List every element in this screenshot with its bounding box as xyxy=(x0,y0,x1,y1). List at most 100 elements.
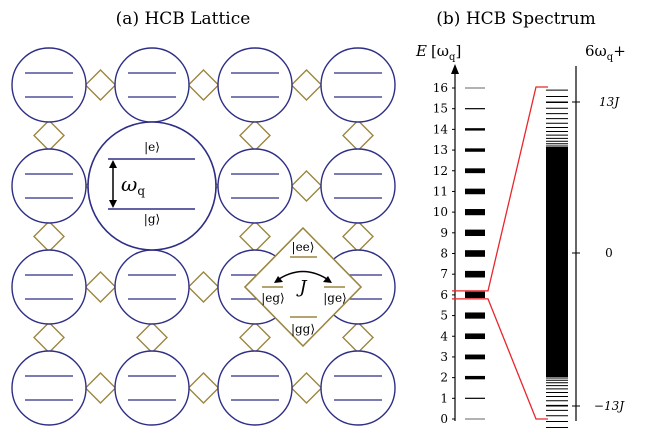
energy-band xyxy=(465,291,485,299)
coupler xyxy=(342,119,374,152)
zoom-line-top xyxy=(452,86,548,292)
site xyxy=(114,47,190,123)
energy-band xyxy=(465,375,485,380)
tick-label: 14 xyxy=(433,122,449,136)
zoom-axis-label: 6ωq+ xyxy=(585,42,626,63)
coupler xyxy=(33,119,65,152)
coupler xyxy=(84,69,117,101)
arrow-down-icon xyxy=(109,200,117,208)
energy-band xyxy=(465,270,485,278)
energy-band xyxy=(465,209,485,216)
tick-label: 2 xyxy=(440,371,448,385)
coupling-label: J xyxy=(295,277,308,298)
hcb-lattice xyxy=(11,47,396,426)
coupler xyxy=(33,220,65,253)
site xyxy=(320,350,396,426)
coupler xyxy=(342,220,374,253)
energy-band xyxy=(465,128,485,131)
ground-state-label: |g⟩ xyxy=(144,212,160,226)
magnified-site: |e⟩ |g⟩ ωq xyxy=(87,121,217,251)
coupler xyxy=(33,321,65,354)
tick-label: 10 xyxy=(433,205,448,219)
coupler xyxy=(187,271,220,303)
magnified-site-circle xyxy=(87,121,217,251)
tick-label: 16 xyxy=(433,81,448,95)
state-ge-label: |ge⟩ xyxy=(323,291,347,305)
arrow-right-icon xyxy=(323,276,332,283)
energy-band xyxy=(465,333,485,340)
tick-label: 11 xyxy=(433,184,448,198)
energy-band xyxy=(465,354,485,360)
tick-label: 3 xyxy=(440,350,448,364)
axis-arrow-icon xyxy=(451,64,459,74)
panel-b-title: (b) HCB Spectrum xyxy=(436,9,595,29)
coupler xyxy=(290,372,323,404)
magnified-coupler: |ee⟩ |eg⟩ |ge⟩ |gg⟩ J xyxy=(243,226,363,348)
energy-band xyxy=(465,108,485,110)
tick-label: 1 xyxy=(440,391,448,405)
coupler xyxy=(136,321,168,354)
site xyxy=(320,148,396,224)
energy-band xyxy=(465,229,485,237)
site xyxy=(11,47,87,123)
tick-label: 6 xyxy=(440,288,448,302)
coupler xyxy=(187,69,220,101)
site xyxy=(217,47,293,123)
coupler xyxy=(290,170,323,202)
energy-band xyxy=(465,168,485,174)
energy-bands xyxy=(465,87,485,420)
zoom-line-bottom xyxy=(452,298,548,420)
arrow-up-icon xyxy=(109,160,117,168)
arrow-left-icon xyxy=(274,276,283,283)
tick-label: 7 xyxy=(440,267,448,281)
zoom-tick-label: 0 xyxy=(605,246,613,260)
zoomed-band xyxy=(452,86,568,428)
coupler xyxy=(239,119,271,152)
state-eg-label: |eg⟩ xyxy=(261,291,285,305)
omega-q-label: ωq xyxy=(121,172,145,198)
energy-band xyxy=(465,250,485,257)
tick-label: 15 xyxy=(433,102,448,116)
coupler xyxy=(187,372,220,404)
coupler xyxy=(342,321,374,354)
zoom-tick-label: −13J xyxy=(594,399,625,413)
site xyxy=(11,148,87,224)
coupler xyxy=(239,321,271,354)
energy-axis-label: E [ωq] xyxy=(415,42,461,63)
tick-label: 12 xyxy=(433,164,448,178)
coupler xyxy=(239,220,271,253)
tick-label: 0 xyxy=(440,412,448,426)
site xyxy=(217,148,293,224)
coupler-diamond xyxy=(243,226,363,348)
excited-state-label: |e⟩ xyxy=(144,140,160,154)
tick-label: 13 xyxy=(433,143,448,157)
energy-band xyxy=(465,148,485,152)
zoom-tick-label: 13J xyxy=(599,95,620,109)
site xyxy=(114,249,190,325)
tick-label: 8 xyxy=(440,247,448,261)
site xyxy=(320,47,396,123)
energy-band xyxy=(465,312,485,319)
energy-band xyxy=(465,188,485,195)
hopping-arc xyxy=(275,270,331,282)
site xyxy=(114,350,190,426)
coupler xyxy=(84,271,117,303)
tick-label: 9 xyxy=(440,226,448,240)
state-ee-label: |ee⟩ xyxy=(292,240,315,254)
zoom-ticks: 13J 0 −13J xyxy=(572,95,625,413)
site xyxy=(11,249,87,325)
energy-band xyxy=(465,397,485,399)
dense-band xyxy=(546,147,568,377)
energy-band xyxy=(465,87,485,89)
site xyxy=(217,350,293,426)
energy-band xyxy=(465,418,485,420)
tick-label: 4 xyxy=(440,329,448,343)
tick-label: 5 xyxy=(440,309,448,323)
coupler xyxy=(290,69,323,101)
coupler xyxy=(84,372,117,404)
site xyxy=(11,350,87,426)
panel-a-title: (a) HCB Lattice xyxy=(116,9,251,29)
